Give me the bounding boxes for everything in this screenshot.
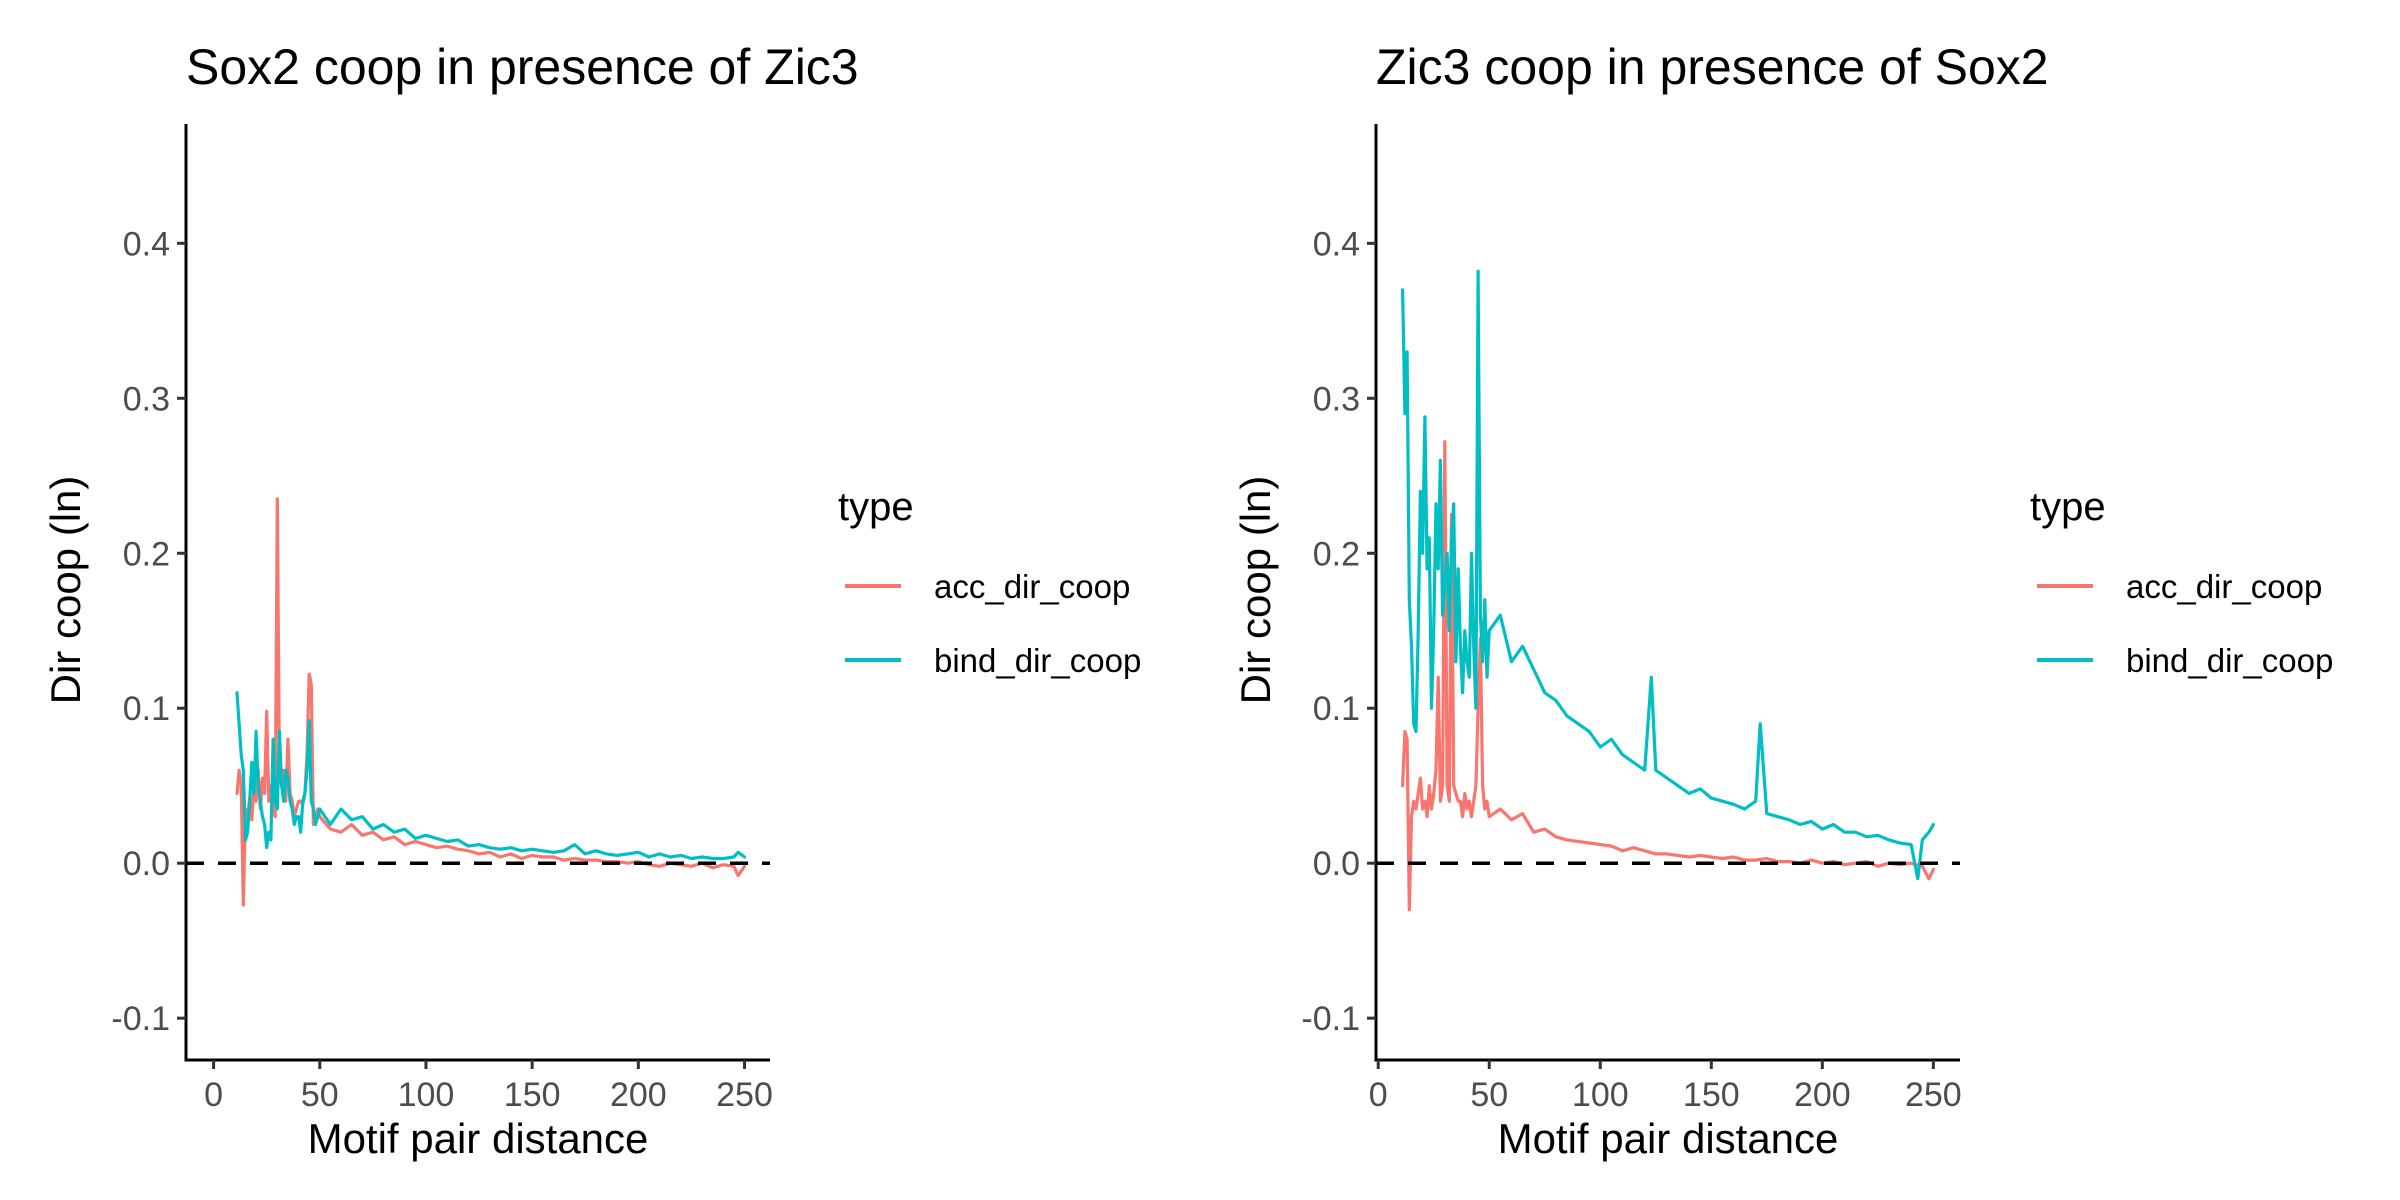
legend: type acc_dir_coop bind_dir_coop	[838, 485, 1141, 679]
x-tick-label: 250	[716, 1076, 773, 1114]
y-tick-label: -0.1	[111, 1000, 170, 1038]
y-tick-label: 0.3	[123, 380, 170, 418]
y-axis-title: Dir coop (ln)	[42, 476, 89, 705]
legend-label-acc: acc_dir_coop	[2126, 568, 2322, 605]
legend-label-bind: bind_dir_coop	[2126, 642, 2333, 679]
x-tick-label: 200	[610, 1076, 667, 1114]
chart-panel-zic3: Zic3 coop in presence of Sox2 Dir coop (…	[1232, 39, 2333, 1162]
x-tick-label: 100	[398, 1076, 455, 1114]
series-line-acc-dir-coop	[235, 497, 747, 907]
legend-title: type	[838, 485, 914, 529]
x-tick-label: 100	[1572, 1076, 1629, 1114]
series-line-bind-dir-coop	[235, 691, 747, 861]
y-tick-label: 0.1	[1313, 690, 1360, 728]
chart-panel-sox2: Sox2 coop in presence of Zic3 Dir coop (…	[42, 39, 1141, 1162]
legend-title: type	[2030, 485, 2106, 529]
y-tick-label: 0.4	[1313, 225, 1360, 263]
y-tick-label: 0.0	[1313, 845, 1360, 883]
y-axis-title: Dir coop (ln)	[1232, 476, 1279, 705]
x-tick-label: 250	[1905, 1076, 1962, 1114]
plot-area: -0.1 0.0 0.1 0.2 0.3 0.4 0 50 100 150 200 250	[111, 124, 773, 1114]
x-tick-label: 150	[1683, 1076, 1740, 1114]
y-tick-label: 0.3	[1313, 380, 1360, 418]
x-tick-label: 150	[504, 1076, 561, 1114]
x-axis-title: Motif pair distance	[308, 1115, 649, 1162]
y-tick-label: -0.1	[1301, 1000, 1360, 1038]
x-tick-label: 50	[301, 1076, 339, 1114]
y-tick-label: 0.2	[1313, 535, 1360, 573]
y-tick-label: 0.4	[123, 225, 170, 263]
x-axis-title: Motif pair distance	[1498, 1115, 1839, 1162]
series-line-acc-dir-coop	[1401, 440, 1935, 912]
y-tick-label: 0.0	[123, 845, 170, 883]
x-tick-label: 0	[1369, 1076, 1388, 1114]
x-tick-label: 50	[1470, 1076, 1508, 1114]
y-tick-label: 0.2	[123, 535, 170, 573]
x-tick-label: 200	[1794, 1076, 1851, 1114]
x-tick-label: 0	[204, 1076, 223, 1114]
plot-area: -0.1 0.0 0.1 0.2 0.3 0.4 0 50 100 150 200 250	[1301, 124, 1962, 1114]
y-tick-label: 0.1	[123, 690, 170, 728]
legend-label-bind: bind_dir_coop	[934, 642, 1141, 679]
chart-title: Zic3 coop in presence of Sox2	[1376, 39, 2049, 95]
legend-label-acc: acc_dir_coop	[934, 568, 1130, 605]
series-line-bind-dir-coop	[1401, 269, 1935, 881]
chart-title: Sox2 coop in presence of Zic3	[186, 39, 859, 95]
legend: type acc_dir_coop bind_dir_coop	[2030, 485, 2333, 679]
